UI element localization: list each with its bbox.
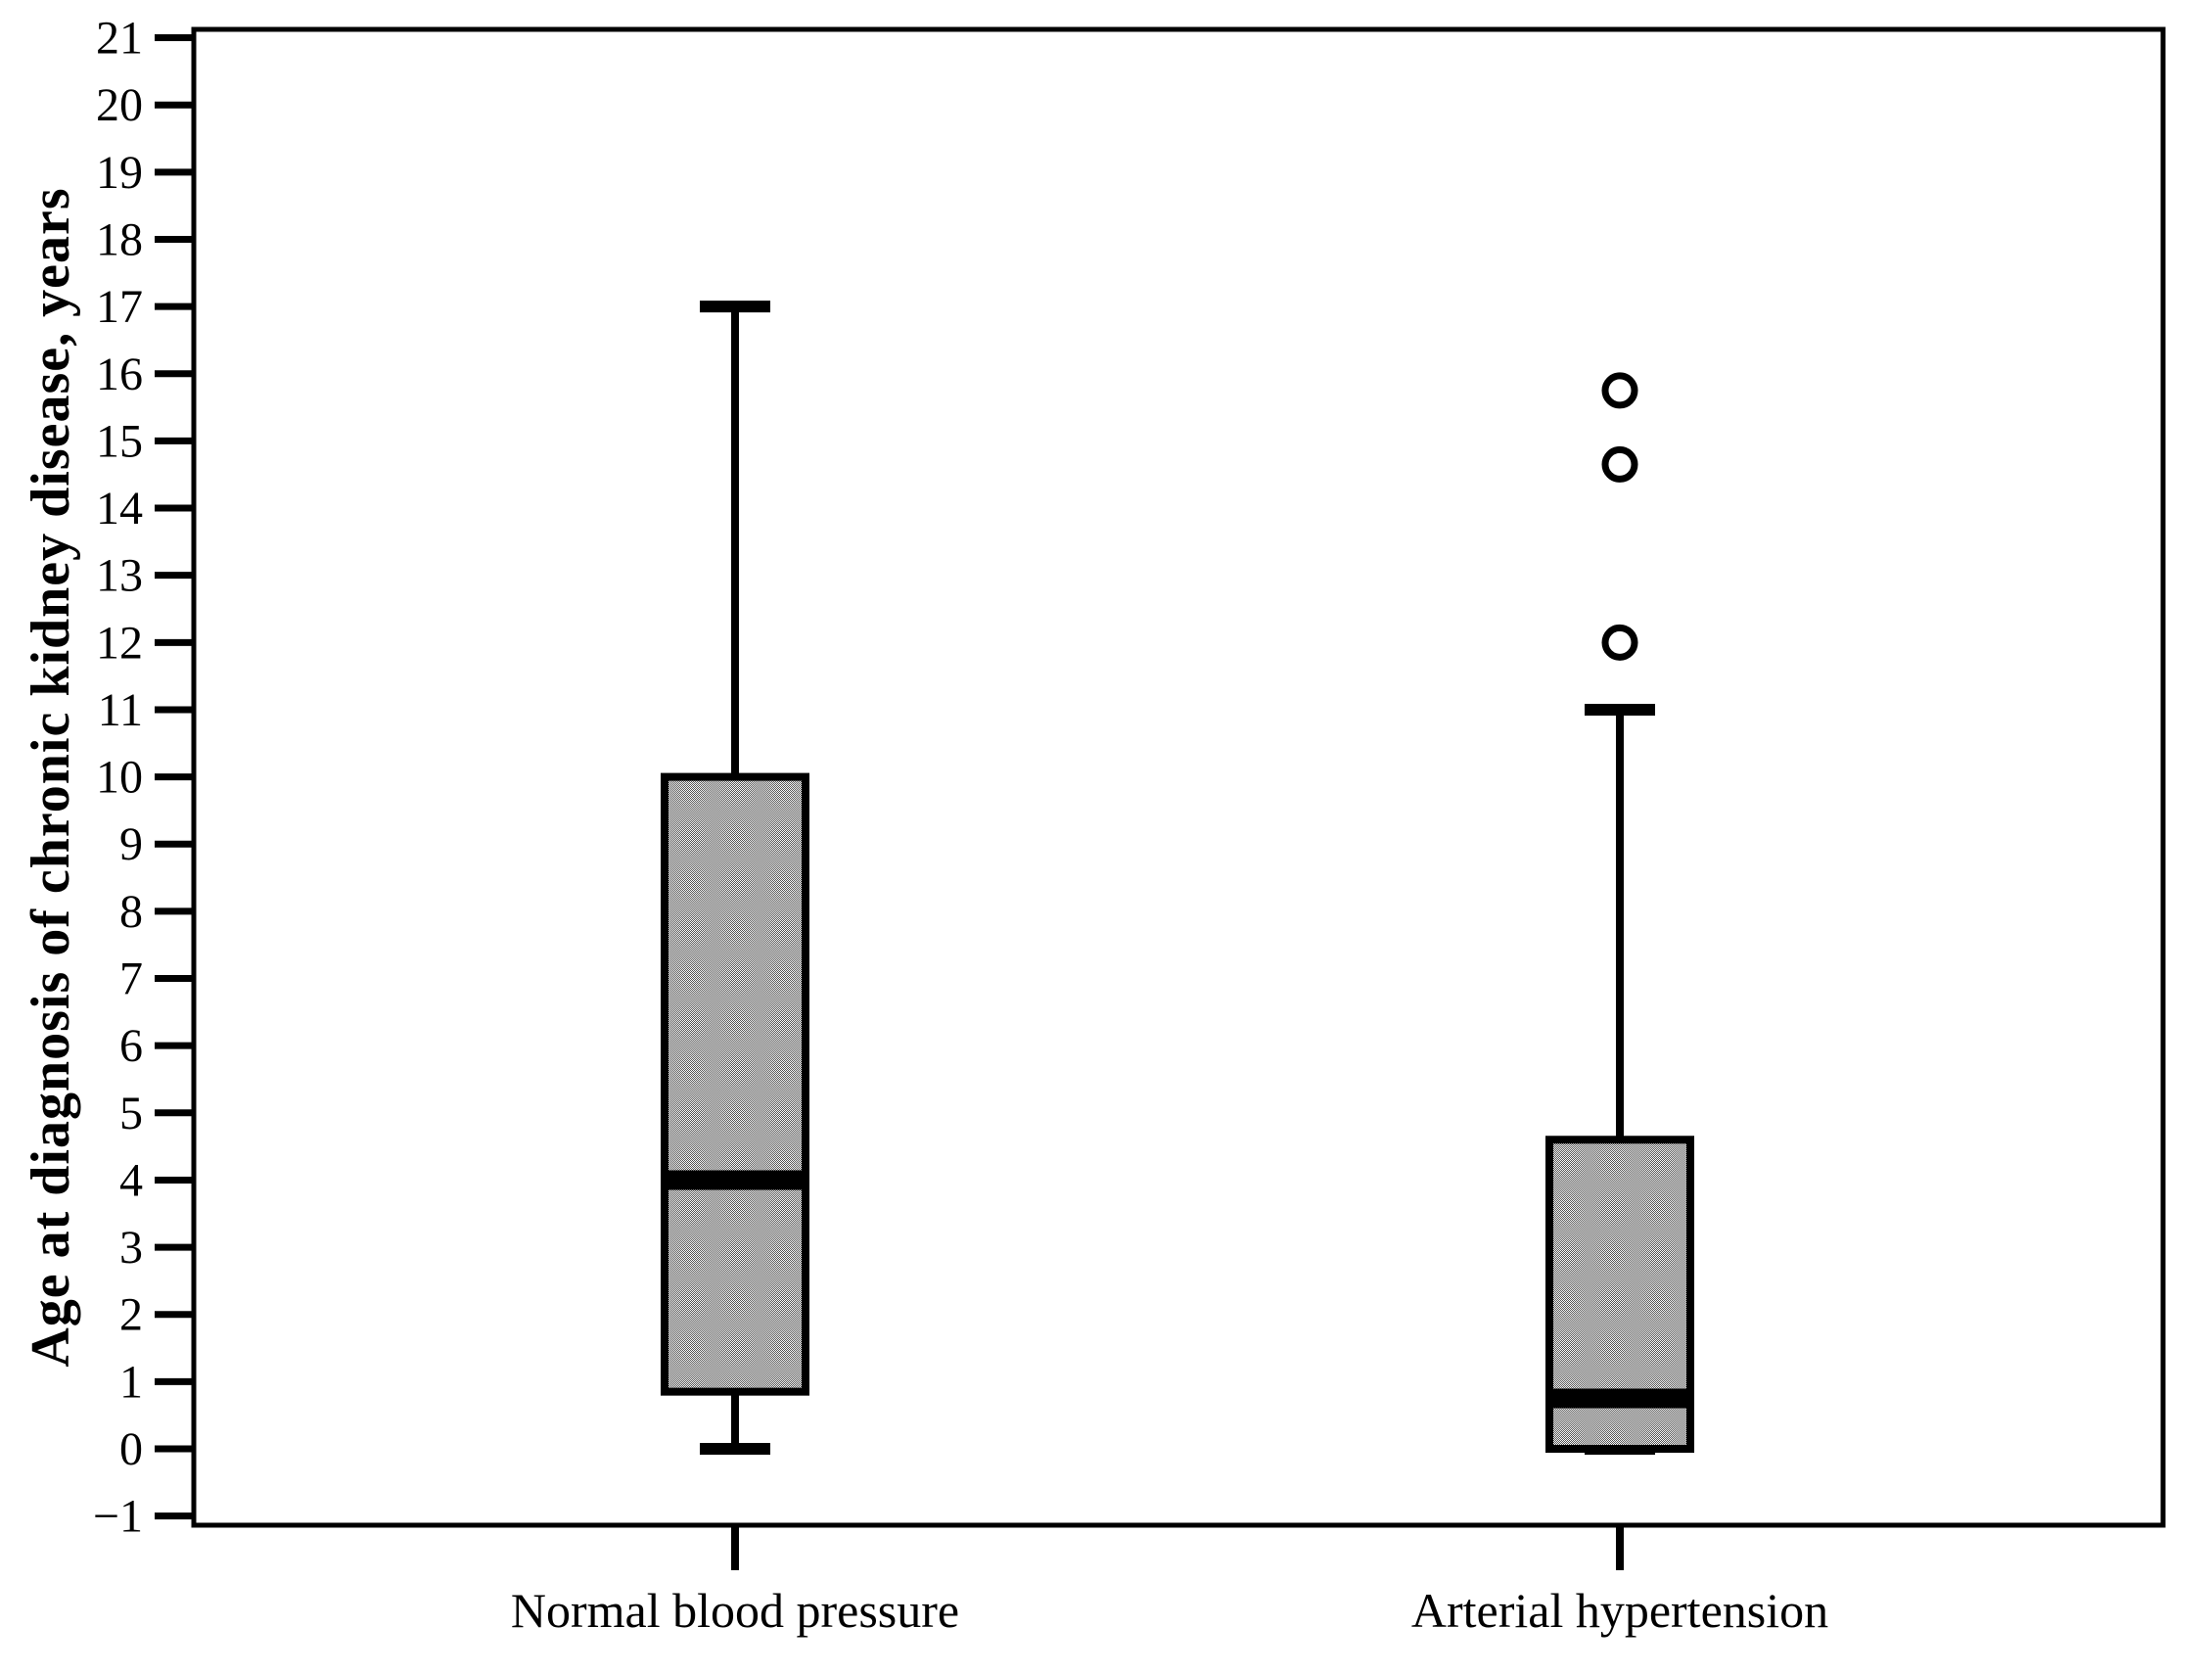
- iqr-box: [661, 772, 809, 1396]
- y-tick-label: 4: [119, 1154, 143, 1206]
- y-tick-label: 10: [96, 752, 143, 804]
- y-tick-label: 11: [98, 684, 143, 736]
- y-tick-label: 2: [119, 1289, 143, 1341]
- y-tick-label: 18: [96, 213, 143, 265]
- y-tick-label: 21: [96, 13, 143, 65]
- y-tick-label: 1: [119, 1356, 143, 1408]
- y-tick-label: 14: [96, 483, 143, 534]
- y-tick-label: 8: [119, 886, 143, 938]
- y-tick-label: 19: [96, 147, 143, 199]
- outlier-point: [1601, 624, 1638, 661]
- y-tick-label: 13: [96, 550, 143, 602]
- outlier-point: [1601, 372, 1638, 409]
- category-label: Normal blood pressure: [511, 1583, 959, 1638]
- box-group-1: Normal blood pressure: [511, 301, 959, 1638]
- y-tick-label: 7: [119, 953, 143, 1005]
- y-tick-label: 6: [119, 1020, 143, 1072]
- y-tick-label: 16: [96, 349, 143, 400]
- plot-border: [191, 26, 2166, 1528]
- y-tick-label: 17: [96, 281, 143, 333]
- y-tick-label: 5: [119, 1088, 143, 1139]
- y-axis-title: Age at diagnosis of chronic kidney disea…: [21, 187, 81, 1368]
- y-tick-label: 3: [119, 1222, 143, 1274]
- y-tick-label: 20: [96, 79, 143, 131]
- category-label: Arterial hypertension: [1411, 1583, 1828, 1638]
- y-tick-label: 9: [119, 818, 143, 870]
- y-tick-label: 0: [119, 1423, 143, 1475]
- box-group-2: Arterial hypertension: [1411, 372, 1828, 1638]
- y-tick-label: 15: [96, 415, 143, 467]
- y-tick-label: −1: [93, 1491, 143, 1543]
- outlier-point: [1601, 445, 1638, 483]
- y-tick-label: 12: [96, 617, 143, 669]
